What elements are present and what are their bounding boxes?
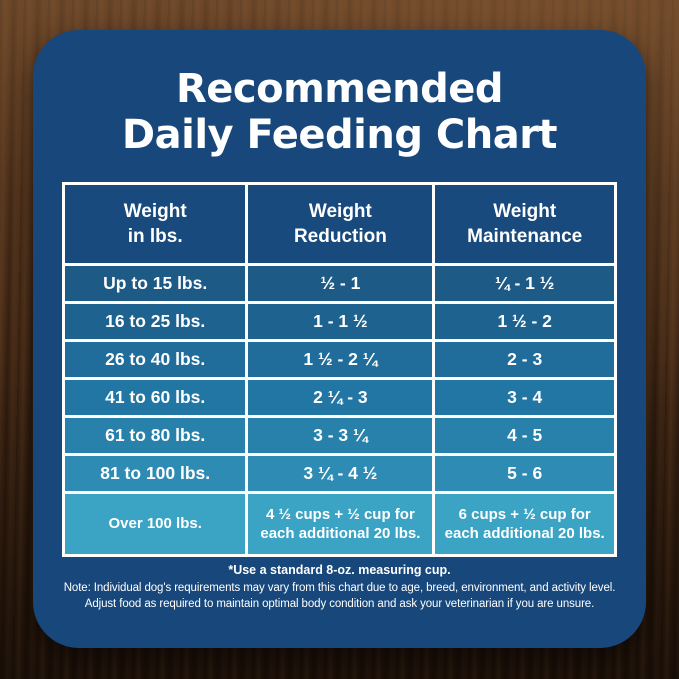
cell-reduction-row3: 1 ½ - 2 ¼ bbox=[248, 342, 433, 377]
title-line-2: Daily Feeding Chart bbox=[121, 112, 558, 159]
column-header-reduction: Weight Reduction bbox=[248, 185, 433, 263]
cell-weight-row2: 16 to 25 lbs. bbox=[65, 304, 246, 339]
measuring-cup-note: *Use a standard 8-oz. measuring cup. bbox=[228, 563, 451, 577]
cell-maintenance-row3: 2 - 3 bbox=[435, 342, 614, 377]
cell-maintenance-row1: ¼ - 1 ½ bbox=[435, 266, 614, 301]
cell-reduction-row1: ½ - 1 bbox=[248, 266, 433, 301]
cell-maintenance-row2: 1 ½ - 2 bbox=[435, 304, 614, 339]
page-title: Recommended Daily Feeding Chart bbox=[33, 66, 646, 159]
cell-maintenance-row7: 6 cups + ½ cup for each additional 20 lb… bbox=[435, 494, 614, 554]
cell-maintenance-row5: 4 - 5 bbox=[435, 418, 614, 453]
cell-maintenance-row4: 3 - 4 bbox=[435, 380, 614, 415]
column-header-weight: Weight in lbs. bbox=[65, 185, 246, 263]
cell-weight-row3: 26 to 40 lbs. bbox=[65, 342, 246, 377]
cell-reduction-row7: 4 ½ cups + ½ cup for each additional 20 … bbox=[248, 494, 433, 554]
cell-weight-row1: Up to 15 lbs. bbox=[65, 266, 246, 301]
cell-reduction-row5: 3 - 3 ¼ bbox=[248, 418, 433, 453]
cell-reduction-row2: 1 - 1 ½ bbox=[248, 304, 433, 339]
cell-weight-row6: 81 to 100 lbs. bbox=[65, 456, 246, 491]
cell-reduction-row6: 3 ¼ - 4 ½ bbox=[248, 456, 433, 491]
feeding-table: Weight in lbs. Weight Reduction Weight M… bbox=[62, 182, 617, 557]
feeding-chart-card: Recommended Daily Feeding Chart Weight i… bbox=[33, 30, 646, 648]
note-line-1: Note: Individual dog's requirements may … bbox=[63, 582, 616, 594]
note-line-2: Adjust food as required to maintain opti… bbox=[84, 597, 595, 610]
cell-maintenance-row6: 5 - 6 bbox=[435, 456, 614, 491]
cell-weight-row5: 61 to 80 lbs. bbox=[65, 418, 246, 453]
cell-weight-row7: Over 100 lbs. bbox=[65, 494, 246, 554]
cell-reduction-row4: 2 ¼ - 3 bbox=[248, 380, 433, 415]
title-line-1: Recommended bbox=[176, 66, 503, 112]
column-header-maintenance: Weight Maintenance bbox=[435, 185, 614, 263]
cell-weight-row4: 41 to 60 lbs. bbox=[65, 380, 246, 415]
footnotes: *Use a standard 8-oz. measuring cup. Not… bbox=[33, 563, 646, 613]
